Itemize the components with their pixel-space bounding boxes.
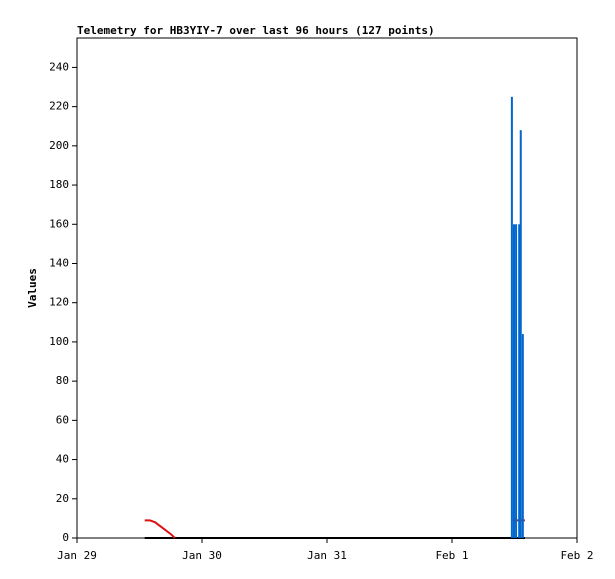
x-tick-label: Jan 30	[182, 549, 222, 562]
bar	[515, 224, 518, 538]
y-tick-label: 140	[49, 256, 69, 269]
plot-area	[76, 37, 578, 539]
y-tick-label: 200	[49, 139, 69, 152]
y-tick-label: 180	[49, 178, 69, 191]
y-tick-label: 240	[49, 60, 69, 73]
bar	[521, 334, 524, 538]
y-tick-label: 20	[56, 492, 69, 505]
bar	[518, 224, 521, 538]
x-tick-label: Jan 31	[307, 549, 347, 562]
x-tick-label: Feb 2	[560, 549, 593, 562]
x-tick-label: Jan 29	[57, 549, 97, 562]
y-tick-label: 220	[49, 100, 69, 113]
bar	[519, 130, 522, 538]
y-tick-label: 80	[56, 374, 69, 387]
chart-title: Telemetry for HB3YIY-7 over last 96 hour…	[77, 24, 435, 37]
y-tick-label: 160	[49, 217, 69, 230]
y-axis-label: Values	[26, 268, 39, 308]
line	[144, 519, 176, 539]
y-tick-label: 40	[56, 453, 69, 466]
y-tick-label: 60	[56, 413, 69, 426]
bar	[510, 96, 513, 538]
x-tick-label: Feb 1	[435, 549, 468, 562]
y-tick-label: 0	[62, 531, 69, 544]
y-tick-label: 120	[49, 296, 69, 309]
y-tick-label: 100	[49, 335, 69, 348]
bar	[512, 224, 515, 538]
